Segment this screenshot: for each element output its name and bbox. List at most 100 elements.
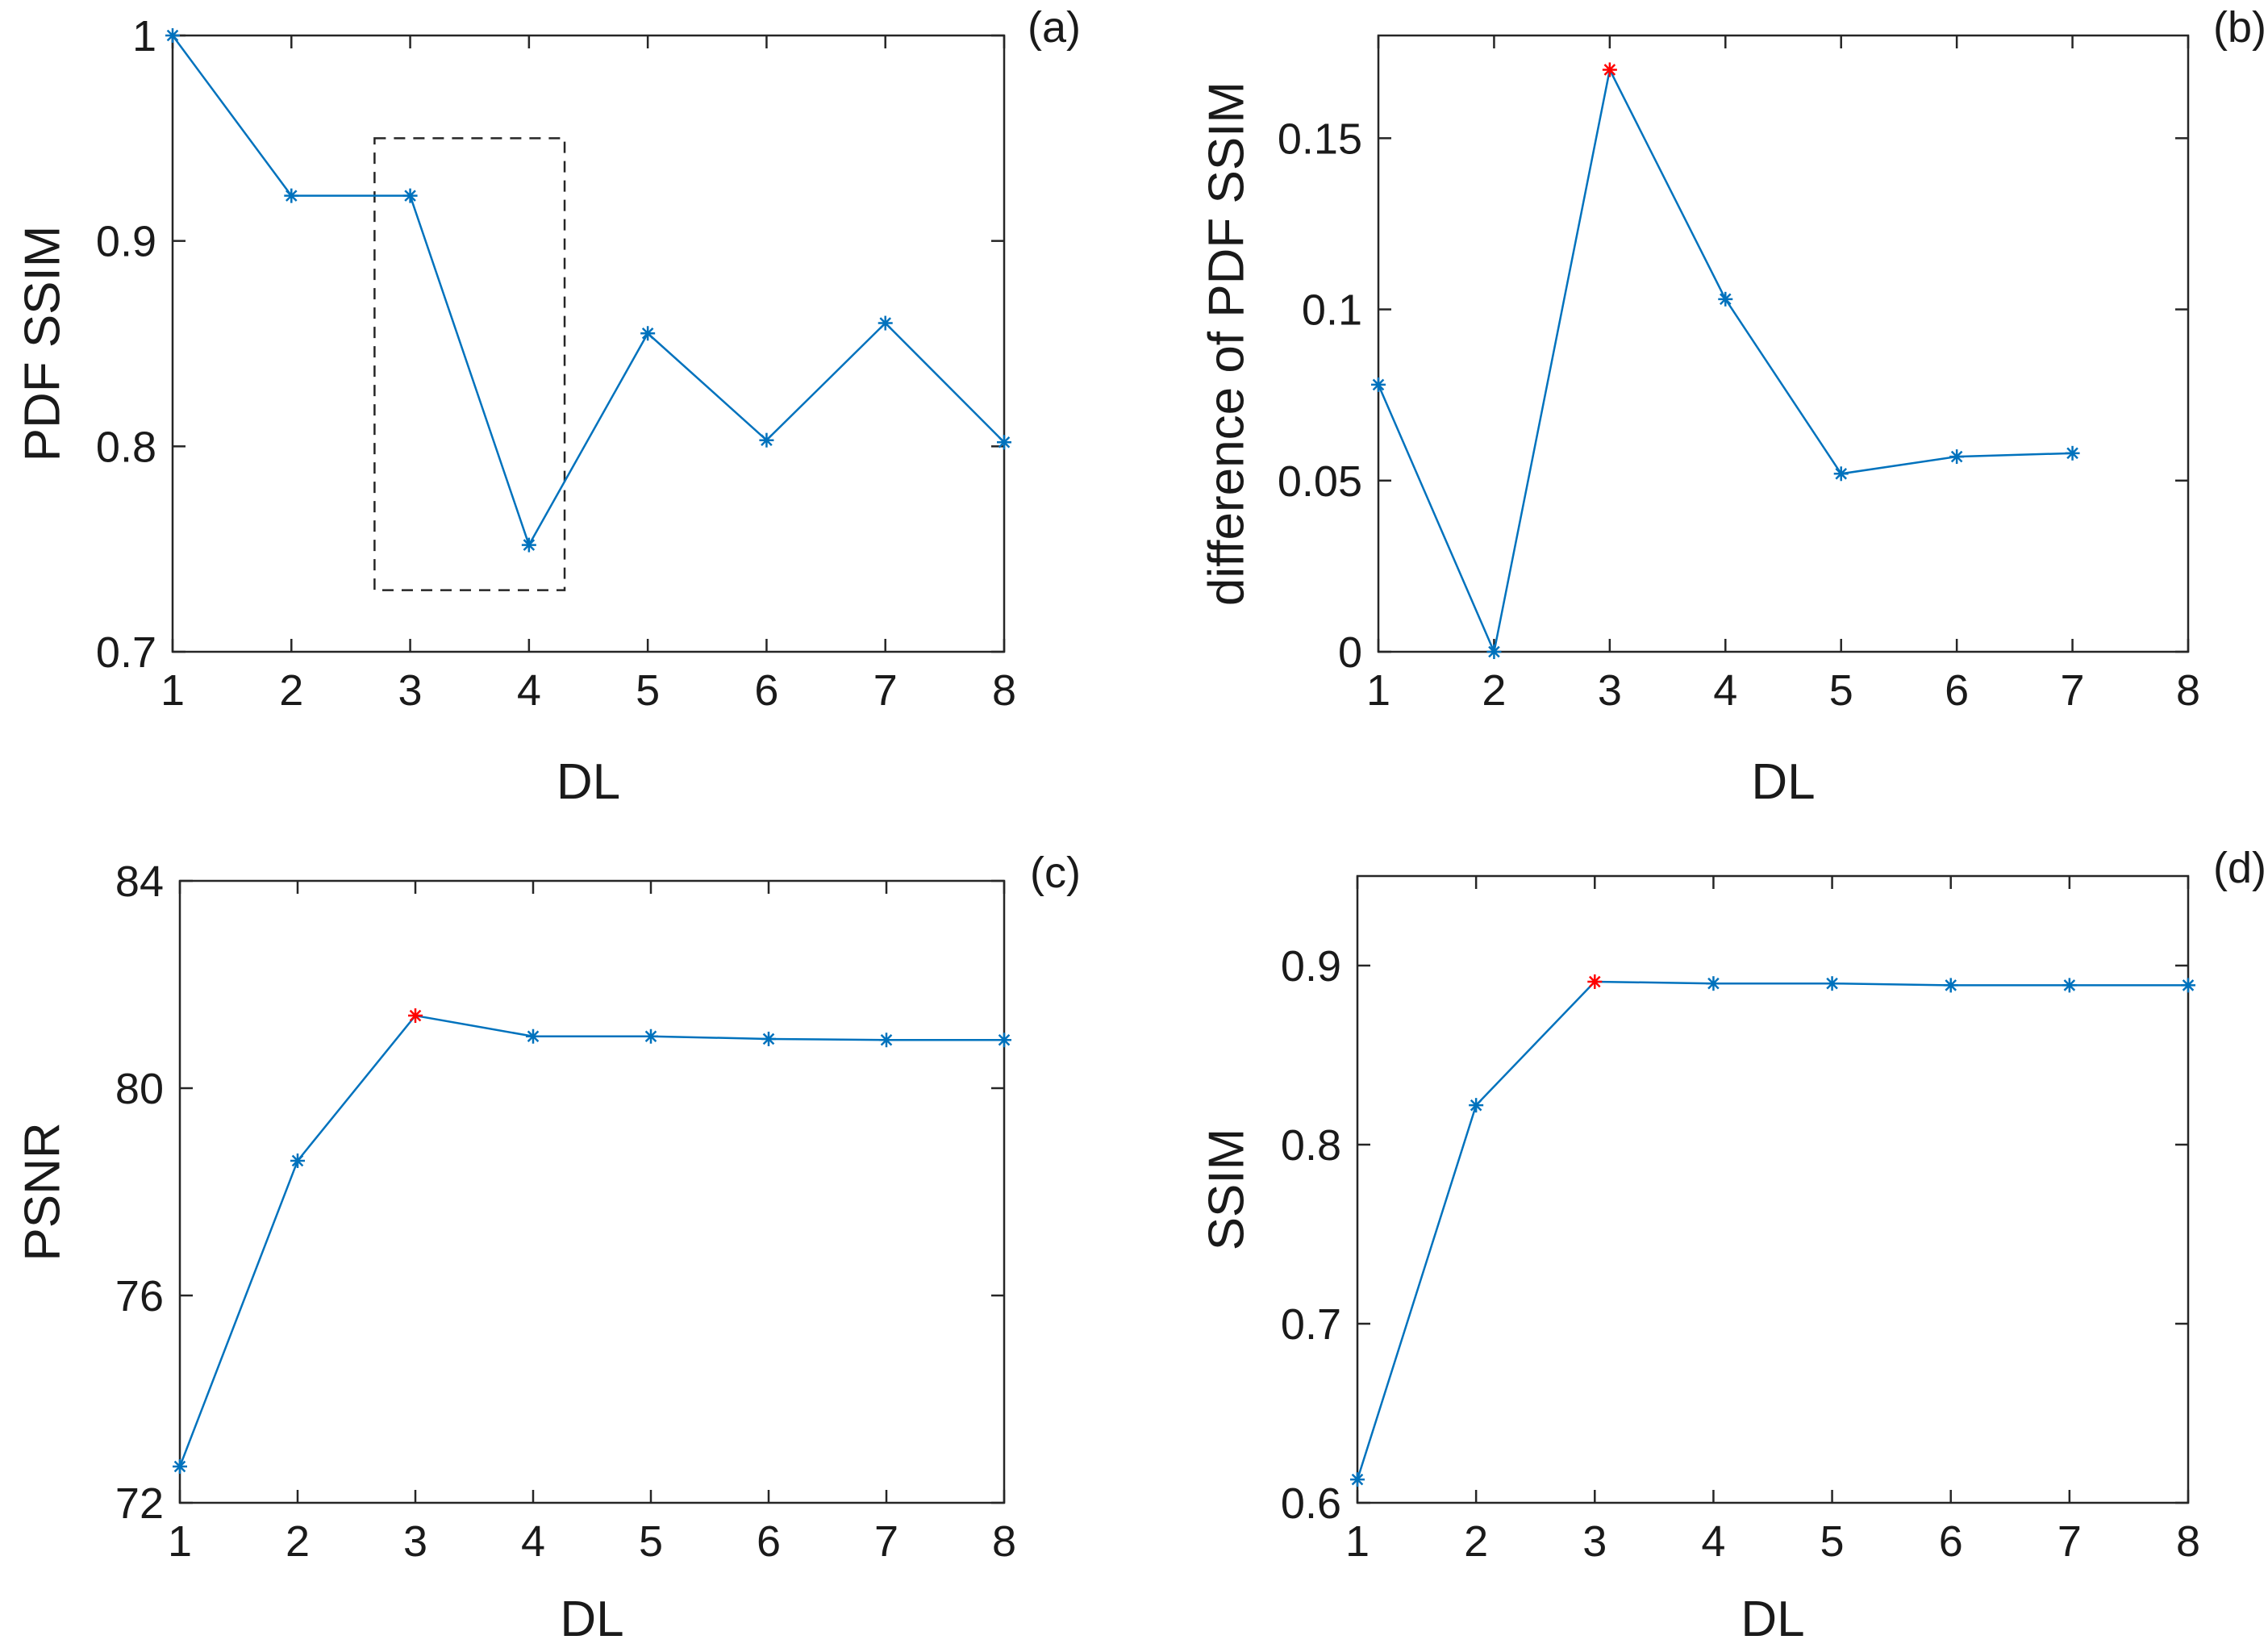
y-axis-label: PSNR — [15, 1122, 71, 1261]
data-point — [759, 432, 774, 448]
y-tick-label: 0.7 — [1281, 1300, 1341, 1349]
x-tick-label: 6 — [754, 666, 778, 715]
data-point — [2065, 445, 2080, 461]
y-tick-label: 0.8 — [96, 423, 156, 471]
data-point — [2181, 978, 2195, 993]
panel-b: 1 2 3 4 5 6 7 8 0 0.05 0.1 0.15 DL difference of PDF … — [1199, 3, 2266, 810]
x-tick-label: 8 — [992, 666, 1016, 715]
x-tick-label: 4 — [1713, 666, 1737, 715]
data-point — [761, 1031, 776, 1046]
x-tick-label: 2 — [1464, 1517, 1488, 1566]
x-tick-label: 2 — [279, 666, 303, 715]
x-tick-label: 8 — [992, 1517, 1016, 1566]
y-axis-label: SSIM — [1199, 1129, 1255, 1251]
data-point — [1371, 377, 1386, 392]
x-tick-label: 1 — [1366, 666, 1390, 715]
data-point — [402, 188, 418, 203]
panel-label: (a) — [1028, 3, 1081, 52]
panel-c: 1 2 3 4 5 6 7 8 72 76 80 84 DL PSNR (c) — [15, 849, 1081, 1647]
panel-d: 1 2 3 4 5 6 7 8 0.6 0.7 0.8 0.9 DL SSIM (d) — [1199, 844, 2266, 1647]
x-tick-label: 3 — [1582, 1517, 1607, 1566]
y-axis-label: difference of PDF SSIM — [1199, 81, 1255, 606]
data-point — [284, 188, 299, 203]
y-tick-label: 72 — [115, 1479, 164, 1528]
zoom-box — [373, 137, 566, 591]
panel-label: (b) — [2213, 3, 2266, 52]
x-tick-label: 7 — [874, 1517, 898, 1566]
y-tick-label: 0.8 — [1281, 1121, 1341, 1170]
data-point — [640, 326, 656, 341]
x-tick-label: 2 — [1482, 666, 1506, 715]
x-tick-label: 4 — [517, 666, 541, 715]
highlight-point — [408, 1008, 423, 1024]
axes-box — [178, 879, 1006, 1504]
x-tick-label: 5 — [639, 1517, 663, 1566]
axes-box — [1377, 34, 2190, 653]
data-point — [878, 315, 893, 331]
x-tick-label: 8 — [2176, 1517, 2200, 1566]
data-point — [1350, 1472, 1365, 1487]
data-point — [1486, 645, 1502, 659]
data-point — [1718, 291, 1733, 307]
data-point — [173, 1459, 187, 1475]
data-point — [879, 1033, 894, 1048]
data-point — [1949, 449, 1965, 465]
x-tick-label: 1 — [1345, 1517, 1370, 1566]
x-tick-label: 3 — [1598, 666, 1622, 715]
y-tick-label: 76 — [115, 1272, 164, 1320]
y-axis-label: PDF SSIM — [15, 226, 71, 462]
x-tick-label: 2 — [286, 1517, 310, 1566]
x-tick-label: 5 — [1829, 666, 1853, 715]
x-axis-label: DL — [557, 754, 620, 810]
data-point — [1833, 466, 1849, 482]
x-tick-label: 7 — [873, 666, 898, 715]
panel-label: (c) — [1030, 849, 1081, 897]
y-tick-label: 0 — [1338, 628, 1362, 677]
series-line — [171, 35, 1005, 548]
data-point — [644, 1028, 658, 1044]
x-tick-label: 5 — [636, 666, 660, 715]
y-tick-label: 80 — [115, 1065, 164, 1113]
y-tick-label: 0.9 — [96, 218, 156, 266]
x-tick-label: 1 — [161, 666, 185, 715]
data-point — [1706, 976, 1721, 991]
data-point — [2062, 978, 2077, 993]
data-point — [997, 1033, 1011, 1048]
panel-label: (d) — [2213, 844, 2266, 892]
x-tick-label: 8 — [2176, 666, 2200, 715]
series-line — [178, 1014, 1004, 1467]
x-tick-label: 3 — [403, 1517, 427, 1566]
x-tick-label: 3 — [398, 666, 423, 715]
axes-box — [171, 34, 1006, 653]
y-tick-label: 0.6 — [1281, 1479, 1341, 1528]
data-point — [290, 1153, 305, 1168]
data-point — [1943, 978, 1958, 993]
x-tick-label: 6 — [757, 1517, 781, 1566]
x-tick-label: 7 — [2061, 666, 2085, 715]
y-tick-label: 1 — [132, 12, 156, 60]
series-line — [1377, 66, 2073, 656]
data-point — [1469, 1098, 1484, 1113]
x-tick-label: 5 — [1820, 1517, 1845, 1566]
y-tick-label: 0.9 — [1281, 942, 1341, 991]
highlight-point — [1602, 62, 1617, 77]
y-tick-label: 0.15 — [1278, 115, 1362, 163]
x-axis-label: DL — [560, 1592, 623, 1647]
series-line — [1356, 980, 2188, 1480]
x-tick-label: 1 — [168, 1517, 192, 1566]
data-point — [526, 1028, 540, 1044]
x-tick-label: 4 — [1701, 1517, 1725, 1566]
y-tick-label: 0.05 — [1278, 457, 1362, 506]
axes-box — [1356, 874, 2190, 1504]
data-point — [997, 435, 1011, 450]
data-point — [165, 28, 180, 43]
y-tick-label: 0.7 — [96, 628, 156, 677]
x-tick-label: 6 — [1945, 666, 1969, 715]
data-point — [521, 537, 536, 553]
y-tick-label: 0.1 — [1302, 286, 1362, 335]
x-tick-label: 4 — [521, 1517, 545, 1566]
x-tick-label: 7 — [2057, 1517, 2082, 1566]
y-tick-label: 84 — [115, 857, 164, 906]
x-tick-label: 6 — [1939, 1517, 1963, 1566]
